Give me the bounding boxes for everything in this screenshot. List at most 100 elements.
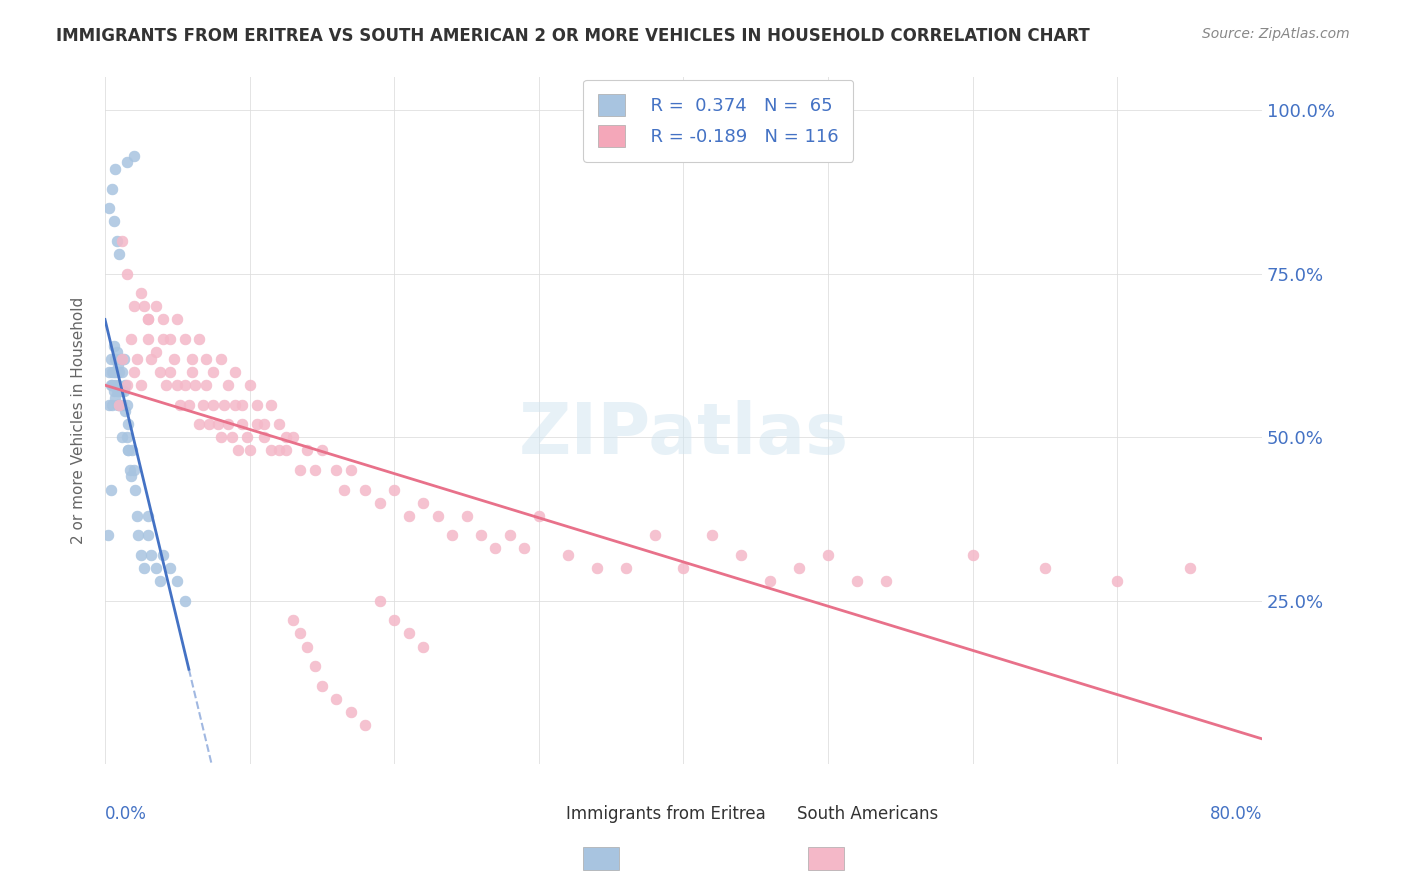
Text: ZIPatlas: ZIPatlas bbox=[519, 401, 848, 469]
Point bbox=[274, 443, 297, 458]
Point bbox=[127, 528, 149, 542]
Point bbox=[1178, 561, 1201, 575]
Point bbox=[177, 397, 200, 411]
Point bbox=[115, 397, 138, 411]
Point bbox=[97, 528, 120, 542]
Point bbox=[239, 443, 262, 458]
Point bbox=[107, 397, 129, 411]
Point bbox=[159, 561, 181, 575]
Point bbox=[188, 332, 211, 346]
Point bbox=[193, 397, 215, 411]
Point bbox=[163, 351, 186, 366]
Point bbox=[104, 377, 127, 392]
Point bbox=[115, 377, 138, 392]
Point bbox=[267, 417, 290, 431]
Point bbox=[108, 247, 131, 261]
Point bbox=[117, 443, 139, 458]
Point bbox=[138, 312, 160, 326]
Point bbox=[108, 365, 131, 379]
Point bbox=[159, 332, 181, 346]
Point bbox=[100, 483, 122, 497]
Point bbox=[180, 351, 202, 366]
Point bbox=[115, 267, 138, 281]
Point bbox=[297, 640, 319, 654]
Point bbox=[108, 397, 131, 411]
Point bbox=[108, 384, 131, 399]
Point bbox=[105, 345, 128, 359]
Text: Immigrants from Eritrea: Immigrants from Eritrea bbox=[544, 805, 765, 823]
Point bbox=[145, 345, 167, 359]
Point bbox=[787, 561, 810, 575]
Point bbox=[246, 417, 269, 431]
Point bbox=[513, 541, 536, 556]
Point bbox=[152, 332, 174, 346]
Point bbox=[207, 417, 229, 431]
Point bbox=[129, 548, 152, 562]
Point bbox=[354, 718, 377, 732]
Point bbox=[100, 377, 122, 392]
Point bbox=[340, 463, 363, 477]
Point bbox=[198, 417, 221, 431]
Point bbox=[125, 351, 148, 366]
Point bbox=[105, 234, 128, 248]
Point bbox=[304, 659, 326, 673]
Point bbox=[115, 430, 138, 444]
Point bbox=[224, 365, 246, 379]
Point bbox=[231, 397, 253, 411]
Point bbox=[122, 149, 145, 163]
Point bbox=[114, 377, 136, 392]
Point bbox=[103, 214, 125, 228]
Point bbox=[412, 640, 434, 654]
Point bbox=[209, 430, 232, 444]
Point bbox=[107, 377, 129, 392]
Point bbox=[169, 397, 191, 411]
Point bbox=[217, 377, 239, 392]
Point bbox=[103, 365, 125, 379]
Point bbox=[221, 430, 243, 444]
Point bbox=[138, 312, 160, 326]
Point bbox=[111, 351, 134, 366]
Point bbox=[107, 358, 129, 372]
Point bbox=[253, 417, 276, 431]
Point bbox=[141, 351, 163, 366]
Legend:   R =  0.374   N =  65,   R = -0.189   N = 116: R = 0.374 N = 65, R = -0.189 N = 116 bbox=[583, 79, 853, 161]
Point bbox=[105, 365, 128, 379]
Point bbox=[195, 351, 218, 366]
Point bbox=[124, 483, 146, 497]
Point bbox=[120, 332, 142, 346]
Point bbox=[398, 626, 420, 640]
Point bbox=[239, 377, 262, 392]
Point bbox=[226, 443, 249, 458]
Point bbox=[155, 377, 177, 392]
Point bbox=[114, 404, 136, 418]
Point bbox=[412, 495, 434, 509]
Point bbox=[125, 508, 148, 523]
Point bbox=[138, 332, 160, 346]
Point bbox=[311, 679, 333, 693]
Point bbox=[122, 463, 145, 477]
Point bbox=[122, 299, 145, 313]
Point bbox=[159, 365, 181, 379]
Point bbox=[101, 397, 124, 411]
Point bbox=[132, 299, 155, 313]
Point bbox=[235, 430, 257, 444]
Point bbox=[499, 528, 522, 542]
Point bbox=[166, 377, 188, 392]
Point bbox=[290, 463, 312, 477]
Point bbox=[145, 561, 167, 575]
Point bbox=[104, 351, 127, 366]
Point bbox=[441, 528, 464, 542]
Point bbox=[202, 365, 225, 379]
Point bbox=[110, 351, 132, 366]
Point bbox=[267, 443, 290, 458]
Point bbox=[585, 561, 607, 575]
Text: 0.0%: 0.0% bbox=[105, 805, 146, 823]
Point bbox=[111, 365, 134, 379]
Point bbox=[115, 155, 138, 169]
Point bbox=[141, 548, 163, 562]
Point bbox=[325, 463, 347, 477]
Point bbox=[246, 397, 269, 411]
Point bbox=[188, 417, 211, 431]
Point bbox=[332, 483, 354, 497]
Point bbox=[297, 443, 319, 458]
